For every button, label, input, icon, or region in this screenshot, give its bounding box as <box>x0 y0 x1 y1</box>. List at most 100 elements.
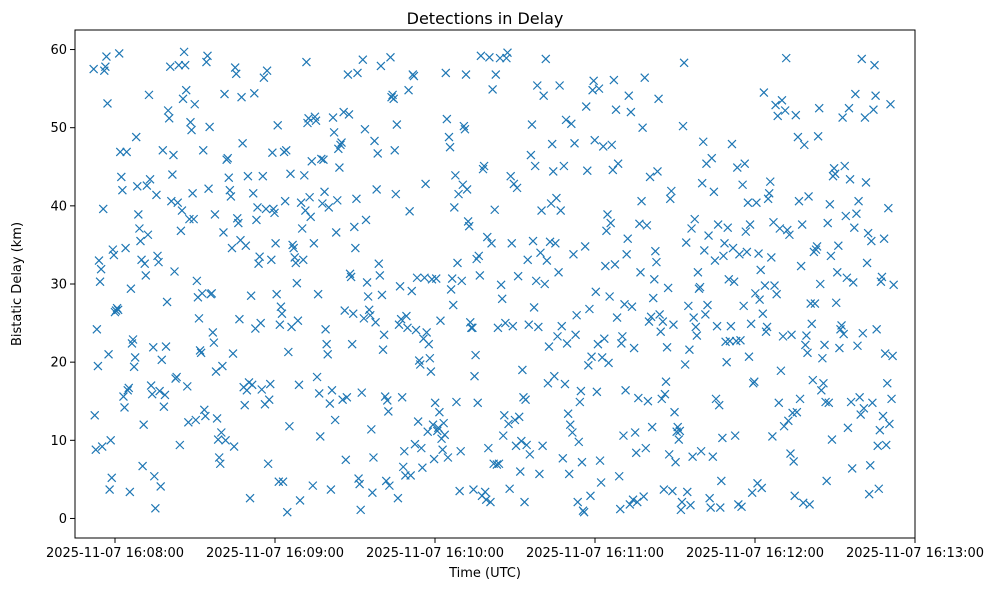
detection-point <box>186 117 195 127</box>
detection-point <box>369 453 378 462</box>
detection-point <box>370 136 379 146</box>
detection-point <box>325 399 335 408</box>
detection-point <box>178 94 188 104</box>
detection-point <box>97 442 107 451</box>
detection-point <box>732 163 742 172</box>
detection-point <box>455 486 465 496</box>
y-tick-label: 0 <box>59 512 67 527</box>
detection-point <box>476 51 486 61</box>
detection-point <box>192 276 202 286</box>
detection-point <box>254 259 263 269</box>
detection-point <box>834 343 844 353</box>
detection-point <box>564 469 574 479</box>
detection-point <box>883 203 893 213</box>
detection-point <box>823 218 833 228</box>
detection-point <box>412 273 422 283</box>
detection-point <box>596 478 606 487</box>
detection-point <box>155 386 165 396</box>
detection-point <box>305 192 315 202</box>
detection-point <box>770 281 779 290</box>
detection-point <box>381 476 391 486</box>
x-tick-label: 2025-11-07 16:10:00 <box>366 546 504 561</box>
detection-point <box>447 274 457 283</box>
detection-point <box>481 495 491 505</box>
detection-point <box>879 234 889 244</box>
detection-point <box>660 389 670 399</box>
detection-point <box>629 343 639 353</box>
detection-point <box>503 48 512 58</box>
detection-point <box>126 284 136 294</box>
detection-point <box>679 58 689 68</box>
detection-point <box>410 439 420 449</box>
detection-point <box>750 288 760 298</box>
detection-point <box>90 410 100 420</box>
detection-point <box>360 124 370 134</box>
detection-point <box>550 238 560 248</box>
detection-point <box>462 185 472 194</box>
detection-point <box>824 398 834 408</box>
detection-point <box>530 161 540 171</box>
points-layer <box>89 47 899 517</box>
detection-point <box>353 68 362 78</box>
detection-point <box>210 210 220 219</box>
detection-point <box>263 459 273 469</box>
detection-point <box>579 507 589 517</box>
detection-point <box>294 380 304 390</box>
detection-point <box>371 317 381 327</box>
detection-point <box>238 138 248 148</box>
detection-point <box>773 111 783 121</box>
detection-point <box>172 372 182 382</box>
detection-point <box>678 121 688 131</box>
detection-point <box>115 147 125 157</box>
detection-point <box>525 449 535 459</box>
detection-point <box>709 187 719 197</box>
detection-point <box>527 120 537 129</box>
detection-point <box>367 488 377 498</box>
detection-point <box>340 306 350 315</box>
detection-point <box>460 124 470 134</box>
detection-point <box>807 319 817 329</box>
detection-point <box>200 411 210 421</box>
y-axis: 0 10 20 30 40 50 60 <box>50 43 75 527</box>
detection-point <box>715 503 725 512</box>
detection-point <box>219 227 228 237</box>
detection-point <box>606 218 616 228</box>
detection-point <box>160 390 170 400</box>
detection-point <box>720 238 729 248</box>
detection-point <box>624 91 634 101</box>
detection-point <box>198 145 208 155</box>
detection-point <box>524 320 534 330</box>
detection-point <box>543 378 553 388</box>
detection-point <box>738 180 748 190</box>
detection-point <box>262 66 272 76</box>
detection-point <box>803 348 812 358</box>
detection-point <box>390 145 400 155</box>
detection-point <box>652 257 661 267</box>
detection-point <box>429 454 439 464</box>
detection-point <box>234 314 244 324</box>
detection-point <box>211 367 221 376</box>
detection-point <box>164 113 174 123</box>
detection-point <box>841 211 851 221</box>
detection-point <box>636 267 645 277</box>
detection-point <box>729 277 739 287</box>
detection-point <box>361 215 371 225</box>
detection-point <box>745 220 755 230</box>
detection-point <box>341 455 351 465</box>
detection-point <box>130 353 140 362</box>
detection-point <box>492 460 502 469</box>
detection-point <box>665 194 675 204</box>
detection-point <box>698 137 708 147</box>
detection-point <box>655 310 665 319</box>
detection-point <box>742 247 752 257</box>
detection-point <box>888 351 898 361</box>
detection-point <box>436 316 445 326</box>
detection-point <box>398 462 408 472</box>
detection-point <box>446 285 456 294</box>
detection-point <box>255 252 265 262</box>
detection-point <box>191 415 201 425</box>
detection-point <box>484 52 494 62</box>
detection-point <box>574 437 584 447</box>
detection-point <box>454 189 463 199</box>
detection-point <box>291 258 301 268</box>
